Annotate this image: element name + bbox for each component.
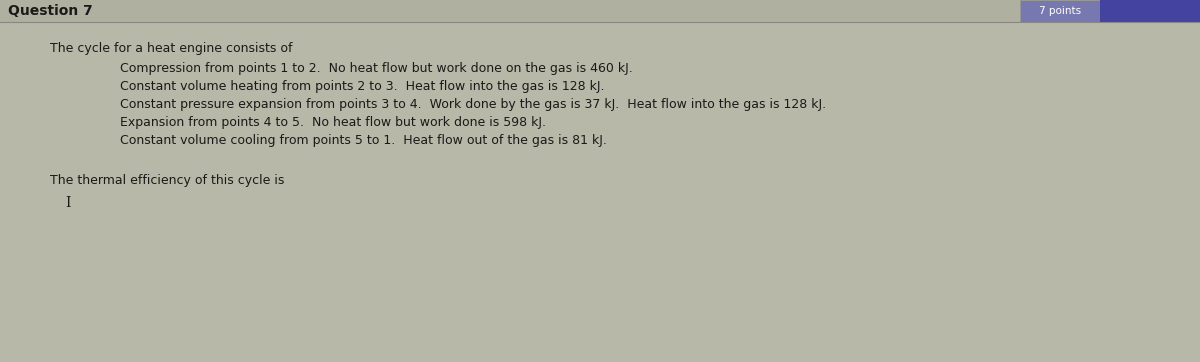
Text: Compression from points 1 to 2.  No heat flow but work done on the gas is 460 kJ: Compression from points 1 to 2. No heat … [120, 62, 632, 75]
Bar [1020, 0, 1100, 22]
Bar [0, 0, 1200, 22]
Text: 7 points: 7 points [1039, 6, 1081, 16]
Text: Constant volume cooling from points 5 to 1.  Heat flow out of the gas is 81 kJ.: Constant volume cooling from points 5 to… [120, 134, 607, 147]
Text: Question 7: Question 7 [8, 4, 92, 18]
Text: I: I [65, 196, 71, 210]
Text: Constant volume heating from points 2 to 3.  Heat flow into the gas is 128 kJ.: Constant volume heating from points 2 to… [120, 80, 605, 93]
Text: Constant pressure expansion from points 3 to 4.  Work done by the gas is 37 kJ. : Constant pressure expansion from points … [120, 98, 826, 111]
Text: Expansion from points 4 to 5.  No heat flow but work done is 598 kJ.: Expansion from points 4 to 5. No heat fl… [120, 116, 546, 129]
Text: The thermal efficiency of this cycle is: The thermal efficiency of this cycle is [50, 174, 284, 187]
Text: The cycle for a heat engine consists of: The cycle for a heat engine consists of [50, 42, 293, 55]
Bar [1100, 0, 1200, 22]
